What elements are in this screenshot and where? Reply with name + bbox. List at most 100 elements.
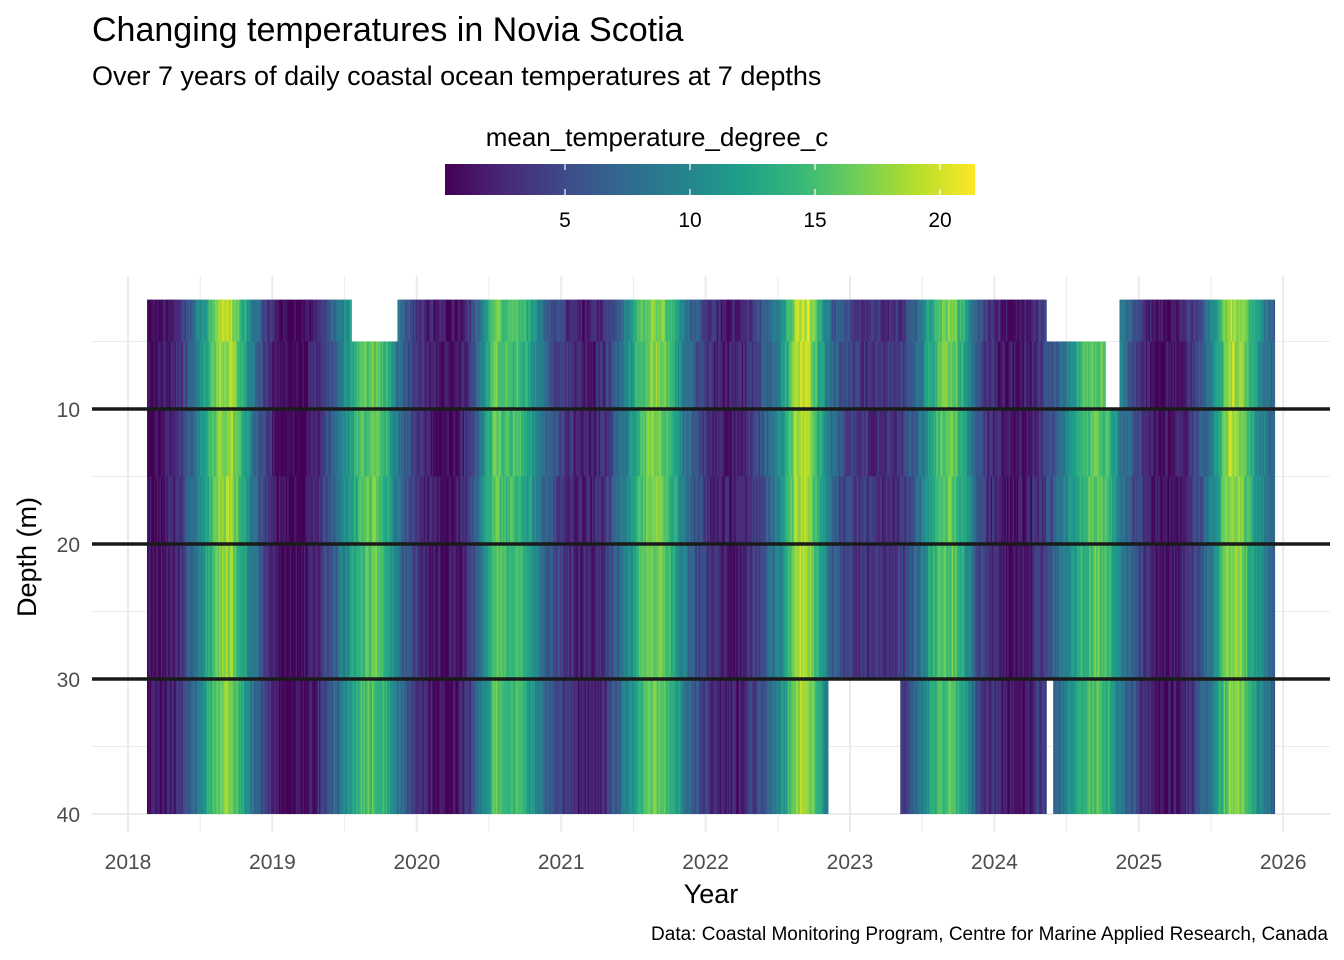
heatmap-tile: [998, 409, 1001, 477]
heatmap-tile: [616, 544, 619, 679]
heatmap-tile: [547, 341, 550, 409]
heatmap-tile: [865, 341, 868, 409]
heatmap-tile: [162, 679, 165, 814]
heatmap-tile: [183, 299, 186, 342]
heatmap-tile: [1054, 476, 1057, 544]
heatmap-tile: [512, 679, 515, 814]
heatmap-tile: [216, 409, 219, 477]
heatmap-tile: [215, 679, 218, 814]
heatmap-tile: [1034, 544, 1037, 679]
heatmap-tile: [1008, 299, 1011, 342]
heatmap-tile: [188, 544, 191, 679]
heatmap-tile: [1018, 341, 1021, 409]
heatmap-tile: [1148, 544, 1151, 679]
heatmap-tile: [1229, 544, 1232, 679]
heatmap-tile: [338, 409, 341, 477]
heatmap-tile: [916, 409, 919, 477]
heatmap-tile: [1085, 476, 1088, 544]
heatmap-tile: [1191, 544, 1194, 679]
heatmap-tile: [630, 299, 633, 342]
heatmap-tile: [784, 679, 787, 814]
heatmap-tile: [248, 299, 251, 342]
heatmap-tile: [263, 544, 266, 679]
heatmap-tile: [719, 299, 722, 342]
heatmap-tile: [709, 341, 712, 409]
heatmap-tile: [794, 679, 797, 814]
heatmap-tile: [933, 544, 936, 679]
heatmap-tile: [1230, 341, 1233, 409]
heatmap-tile: [979, 679, 982, 814]
heatmap-tile: [346, 409, 349, 477]
heatmap-tile: [314, 679, 317, 814]
heatmap-tile: [1238, 299, 1241, 342]
heatmap-tile: [464, 341, 467, 409]
heatmap-tile: [757, 476, 760, 544]
heatmap-tile: [466, 679, 469, 814]
heatmap-tile: [1014, 476, 1017, 544]
heatmap-tile: [1204, 341, 1207, 409]
heatmap-tile: [982, 476, 985, 544]
heatmap-tile: [1226, 679, 1229, 814]
heatmap-tile: [1108, 476, 1111, 544]
heatmap-tile: [1051, 409, 1054, 477]
heatmap-tile: [1061, 341, 1064, 409]
heatmap-tile: [922, 476, 925, 544]
heatmap-tile: [479, 409, 482, 477]
heatmap-tile: [371, 476, 374, 544]
heatmap-tile: [507, 299, 510, 342]
heatmap-tile: [1011, 299, 1014, 342]
heatmap-tile: [533, 544, 536, 679]
heatmap-tile: [730, 476, 733, 544]
heatmap-tile: [367, 679, 370, 814]
heatmap-tile: [573, 476, 576, 544]
heatmap-tile: [1262, 299, 1265, 342]
heatmap-tile: [532, 476, 535, 544]
heatmap-tile: [255, 409, 258, 477]
heatmap-tile: [857, 544, 859, 679]
heatmap-tile: [964, 409, 967, 477]
heatmap-tile: [281, 679, 284, 814]
heatmap-tile: [639, 299, 641, 342]
heatmap-tile: [1222, 476, 1225, 544]
heatmap-tile: [1261, 409, 1264, 477]
heatmap-tile: [398, 476, 401, 544]
heatmap-tile: [1255, 544, 1258, 679]
heatmap-tile: [908, 409, 911, 477]
heatmap-tile: [958, 476, 961, 544]
heatmap-tile: [328, 544, 331, 679]
heatmap-tile: [929, 341, 932, 409]
heatmap-tile: [291, 476, 294, 544]
heatmap-tile: [216, 679, 219, 814]
heatmap-tile: [700, 299, 703, 342]
heatmap-tile: [291, 409, 294, 477]
heatmap-tile: [966, 476, 969, 544]
heatmap-tile: [400, 409, 403, 477]
heatmap-tile: [1206, 299, 1209, 342]
heatmap-tile: [897, 544, 900, 679]
heatmap-tile: [1144, 544, 1147, 679]
heatmap-tile: [979, 544, 982, 679]
heatmap-tile: [512, 476, 515, 544]
heatmap-tile: [733, 679, 736, 814]
heatmap-tile: [684, 299, 687, 342]
heatmap-tile: [365, 409, 367, 477]
heatmap-tile: [412, 476, 415, 544]
heatmap-tile: [698, 409, 701, 477]
heatmap-tile: [983, 544, 986, 679]
heatmap-tile: [1236, 341, 1239, 409]
heatmap-tile: [607, 409, 610, 477]
heatmap-tile: [604, 299, 607, 342]
heatmap-tile: [614, 341, 616, 409]
heatmap-tile: [359, 341, 362, 409]
heatmap-tile: [989, 341, 992, 409]
heatmap-tile: [664, 299, 666, 342]
heatmap-tile: [253, 544, 256, 679]
heatmap-tile: [1188, 679, 1191, 814]
heatmap-tile: [623, 476, 626, 544]
heatmap-tile: [295, 409, 298, 477]
heatmap-tile: [440, 476, 443, 544]
heatmap-tile: [605, 409, 608, 477]
heatmap-tile: [915, 679, 918, 814]
heatmap-tile: [784, 409, 787, 477]
heatmap-tile: [1208, 341, 1211, 409]
